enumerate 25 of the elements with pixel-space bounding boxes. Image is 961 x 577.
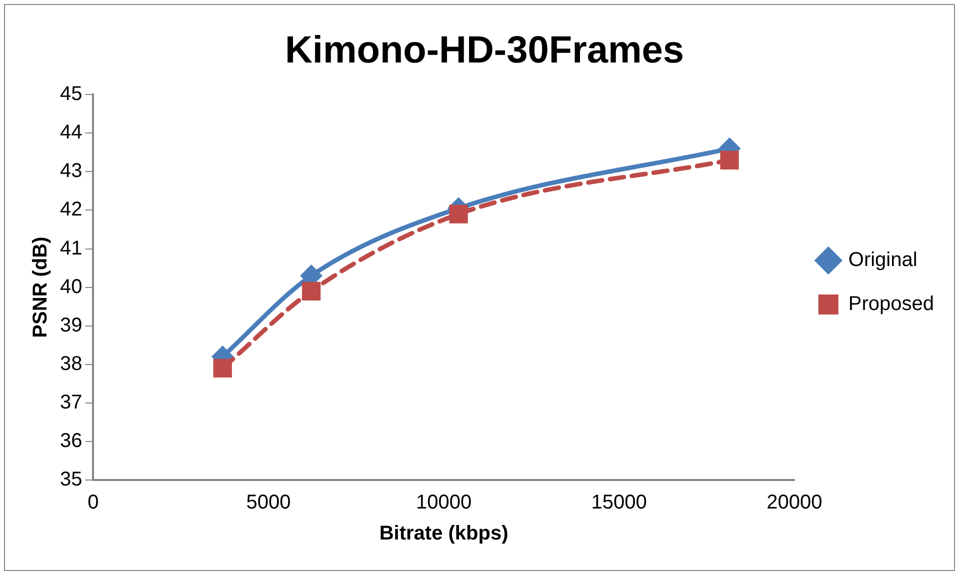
y-tick-label: 37 <box>60 391 82 414</box>
y-tick-label: 41 <box>60 237 82 260</box>
y-tick-label: 45 <box>60 83 82 106</box>
chart-title: Kimono-HD-30Frames <box>284 29 684 72</box>
point <box>449 204 468 224</box>
x-tick-label: 10000 <box>416 492 472 514</box>
point <box>302 282 321 300</box>
x-tick-label: 15000 <box>591 492 647 514</box>
y-tick-label: 40 <box>60 276 82 298</box>
y-tick-label: 44 <box>60 122 82 144</box>
y-tick-label: 43 <box>60 160 82 182</box>
y-tick-label: 38 <box>60 352 82 375</box>
y-tick-label: 42 <box>60 198 82 221</box>
x-tick-label: 5000 <box>246 492 291 514</box>
x-tick-label: 20000 <box>766 492 822 514</box>
legend-label: Original <box>848 249 918 272</box>
y-tick-label: 35 <box>60 468 82 491</box>
x-tick-label: 0 <box>88 492 99 514</box>
y-tick-label: 39 <box>60 314 82 336</box>
x-axis-title: Bitrate (kbps) <box>379 522 508 545</box>
y-axis-title: PSNR (dB) <box>30 236 52 338</box>
point <box>213 358 232 378</box>
point <box>720 150 739 170</box>
legend-label: Proposed <box>848 293 934 316</box>
y-tick-label: 36 <box>60 430 82 452</box>
